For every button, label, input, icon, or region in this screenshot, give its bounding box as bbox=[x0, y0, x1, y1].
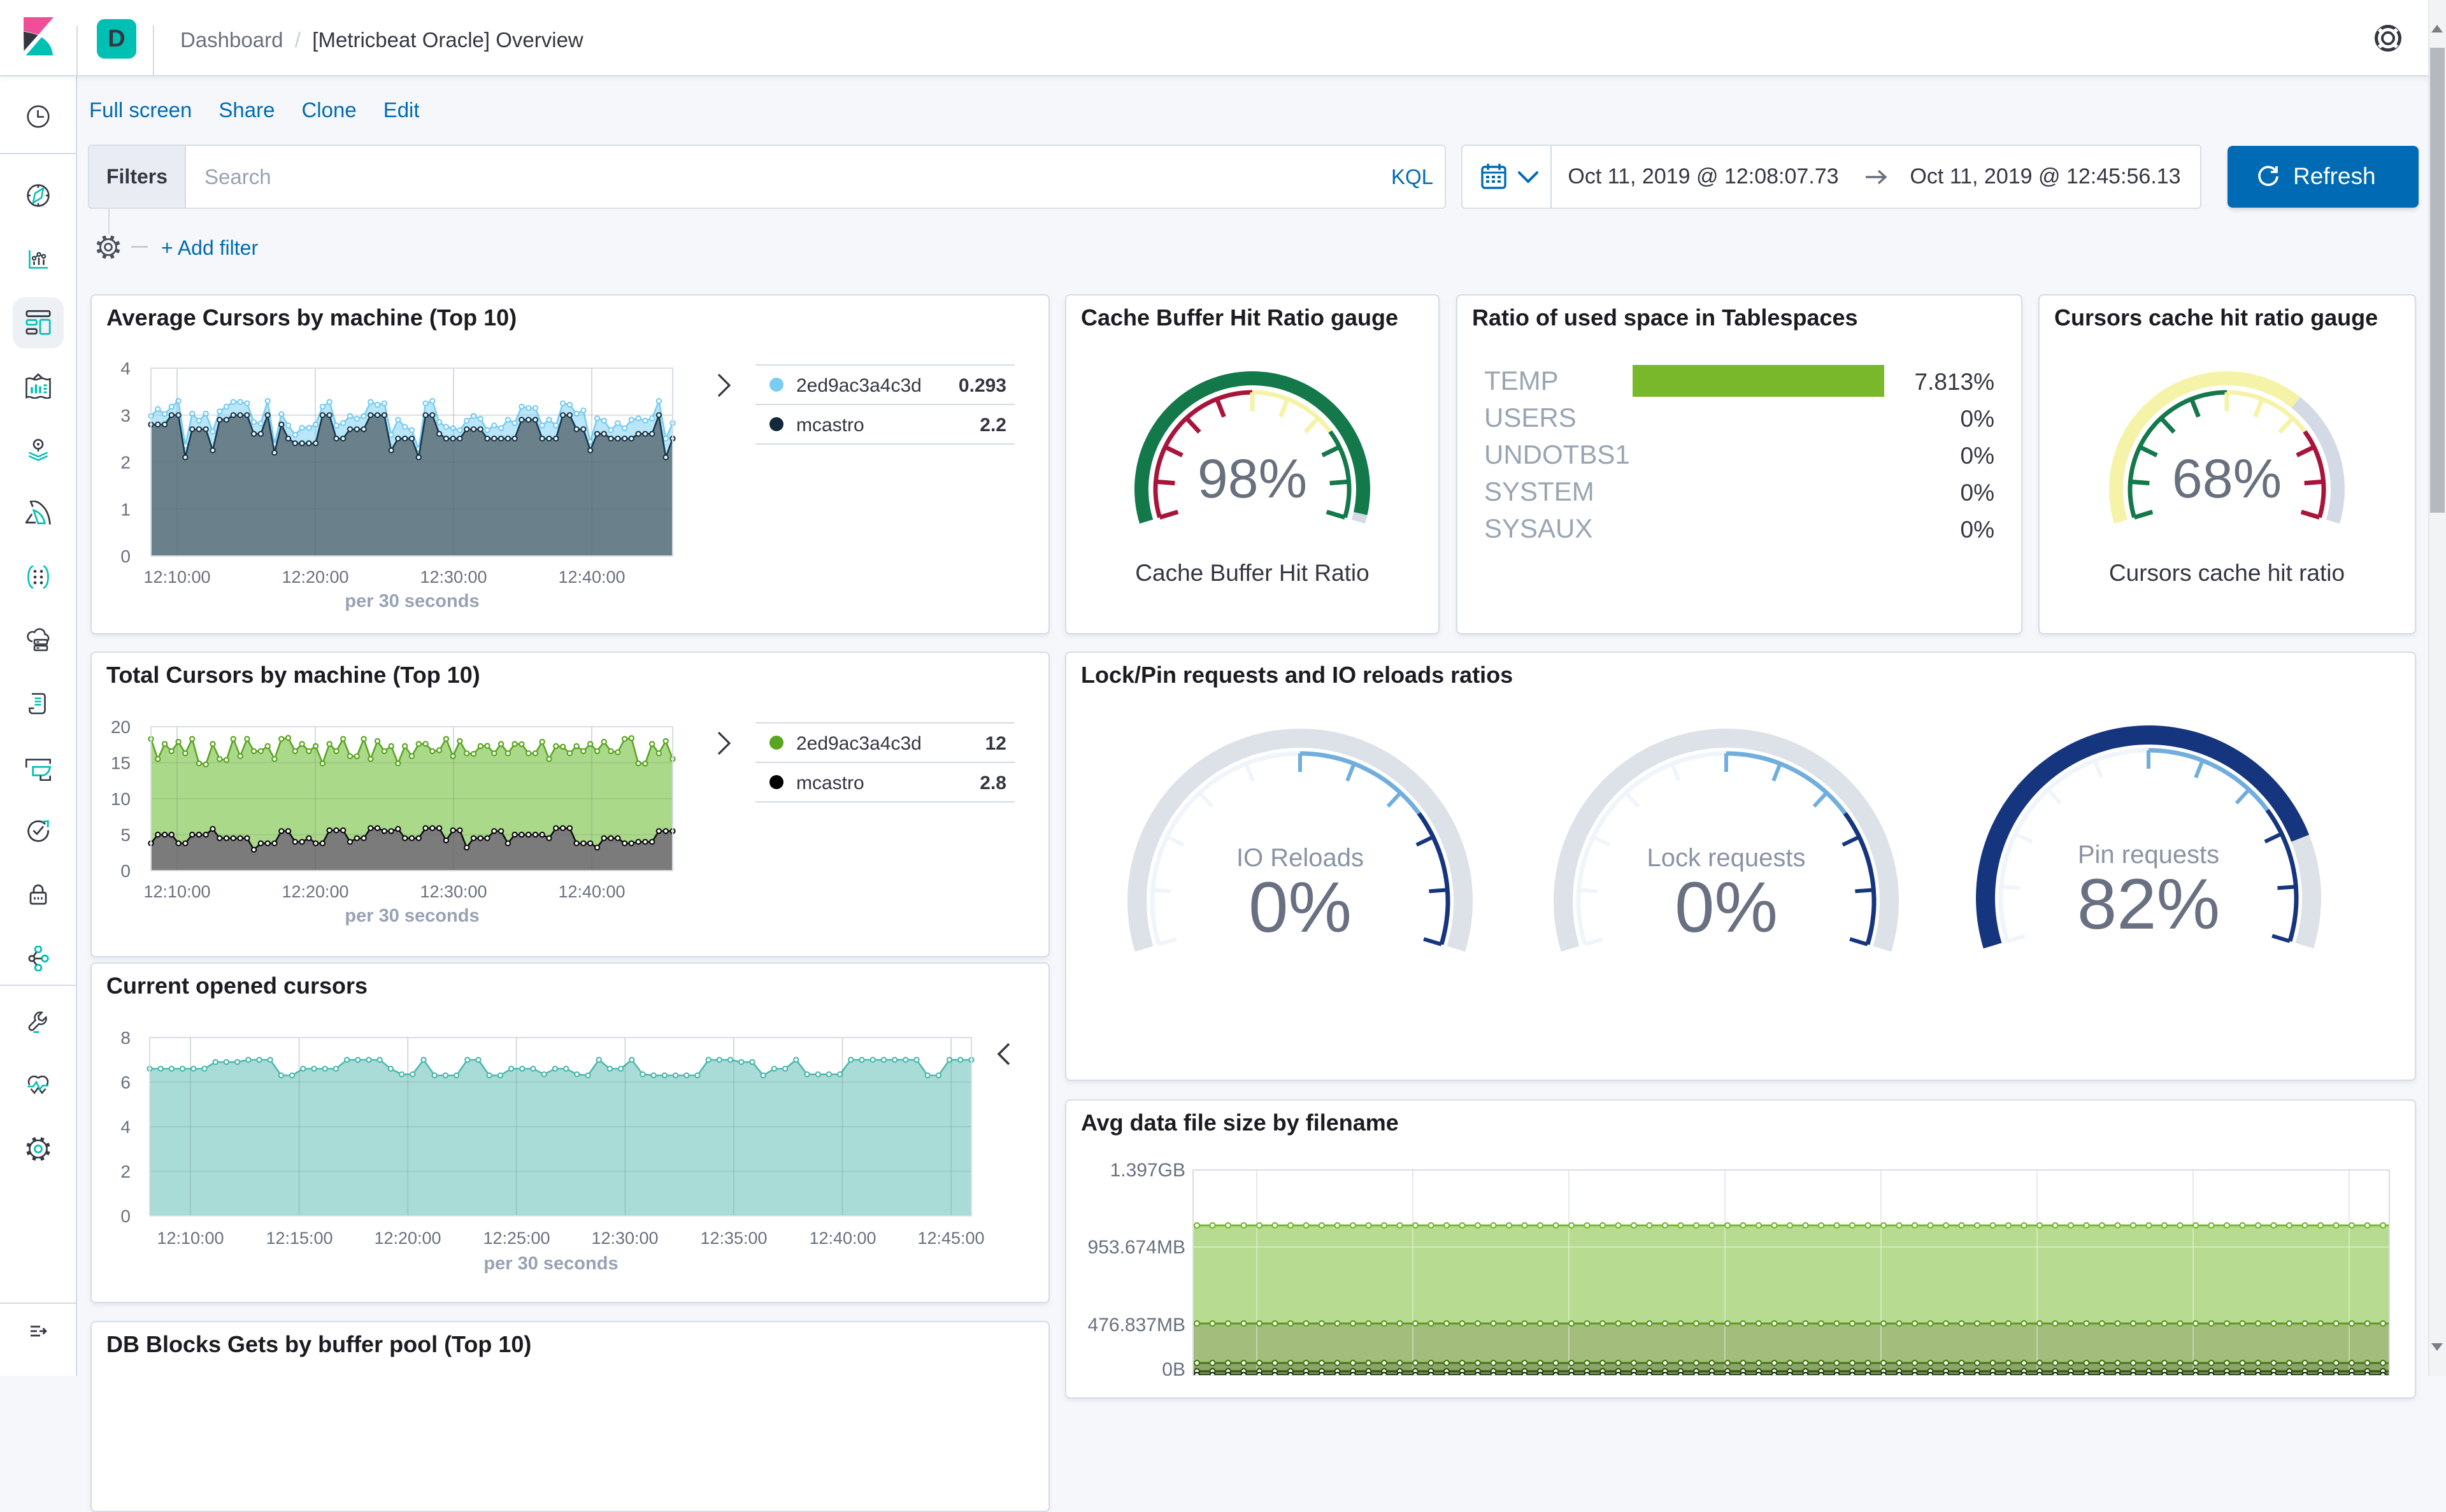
svg-text:20: 20 bbox=[111, 717, 131, 737]
svg-text:0%: 0% bbox=[1675, 867, 1778, 947]
svg-text:SYSAUX: SYSAUX bbox=[1484, 513, 1592, 543]
svg-text:0%: 0% bbox=[1961, 480, 1994, 506]
svg-text:12:20:00: 12:20:00 bbox=[374, 1229, 441, 1248]
svg-text:2ed9ac3a4c3d: 2ed9ac3a4c3d bbox=[796, 733, 922, 754]
svg-text:953.674MB: 953.674MB bbox=[1088, 1237, 1185, 1258]
svg-text:Cache Buffer Hit Ratio: Cache Buffer Hit Ratio bbox=[1135, 560, 1369, 586]
svg-text:12:40:00: 12:40:00 bbox=[809, 1229, 876, 1248]
svg-text:mcastro: mcastro bbox=[796, 415, 864, 436]
svg-text:7.813%: 7.813% bbox=[1915, 369, 1995, 395]
svg-text:68%: 68% bbox=[2172, 448, 2282, 510]
svg-text:0: 0 bbox=[120, 861, 131, 881]
svg-text:Lock requests: Lock requests bbox=[1647, 844, 1805, 872]
svg-text:12:30:00: 12:30:00 bbox=[591, 1229, 658, 1248]
svg-text:15: 15 bbox=[111, 753, 131, 773]
svg-text:4: 4 bbox=[120, 1117, 131, 1137]
svg-text:1.397GB: 1.397GB bbox=[1110, 1160, 1185, 1181]
svg-text:12:30:00: 12:30:00 bbox=[420, 567, 487, 587]
svg-text:98%: 98% bbox=[1198, 448, 1307, 510]
svg-text:UNDOTBS1: UNDOTBS1 bbox=[1484, 439, 1630, 469]
svg-text:1: 1 bbox=[120, 499, 131, 519]
svg-text:0: 0 bbox=[120, 1206, 131, 1226]
svg-text:12:15:00: 12:15:00 bbox=[266, 1229, 333, 1248]
svg-text:2.2: 2.2 bbox=[980, 415, 1006, 436]
svg-text:10: 10 bbox=[111, 789, 131, 809]
svg-text:TEMP: TEMP bbox=[1484, 366, 1559, 396]
svg-text:SYSTEM: SYSTEM bbox=[1484, 476, 1594, 506]
svg-text:2.8: 2.8 bbox=[980, 773, 1006, 794]
svg-text:per 30 seconds: per 30 seconds bbox=[345, 591, 479, 611]
svg-text:mcastro: mcastro bbox=[796, 773, 864, 794]
svg-text:0%: 0% bbox=[1961, 517, 1994, 543]
svg-text:12:20:00: 12:20:00 bbox=[282, 882, 348, 901]
svg-text:0%: 0% bbox=[1961, 406, 1994, 432]
svg-text:2: 2 bbox=[120, 1162, 131, 1181]
svg-text:12:25:00: 12:25:00 bbox=[483, 1229, 550, 1248]
svg-text:12:45:00: 12:45:00 bbox=[917, 1229, 984, 1248]
svg-text:0B: 0B bbox=[1162, 1359, 1185, 1376]
svg-text:Pin requests: Pin requests bbox=[2078, 841, 2219, 869]
svg-text:12:40:00: 12:40:00 bbox=[558, 567, 625, 587]
svg-text:12:20:00: 12:20:00 bbox=[282, 567, 348, 587]
svg-text:0: 0 bbox=[120, 546, 131, 566]
svg-text:2: 2 bbox=[120, 453, 131, 473]
svg-text:3: 3 bbox=[120, 406, 131, 425]
svg-text:12: 12 bbox=[985, 733, 1006, 754]
svg-text:5: 5 bbox=[120, 825, 131, 845]
svg-text:8: 8 bbox=[120, 1028, 131, 1048]
svg-text:12:10:00: 12:10:00 bbox=[143, 882, 210, 901]
svg-text:USERS: USERS bbox=[1484, 403, 1577, 432]
svg-text:Cursors cache hit ratio: Cursors cache hit ratio bbox=[2109, 560, 2345, 586]
svg-text:82%: 82% bbox=[2077, 864, 2220, 944]
svg-text:0%: 0% bbox=[1248, 867, 1352, 947]
svg-text:6: 6 bbox=[120, 1073, 131, 1092]
svg-text:2ed9ac3a4c3d: 2ed9ac3a4c3d bbox=[796, 375, 922, 396]
svg-text:12:30:00: 12:30:00 bbox=[420, 882, 487, 901]
svg-text:per 30 seconds: per 30 seconds bbox=[483, 1253, 618, 1274]
svg-text:12:10:00: 12:10:00 bbox=[157, 1229, 224, 1248]
svg-text:476.837MB: 476.837MB bbox=[1088, 1315, 1185, 1336]
svg-text:12:10:00: 12:10:00 bbox=[143, 567, 210, 587]
svg-text:0%: 0% bbox=[1961, 443, 1994, 469]
svg-text:12:40:00: 12:40:00 bbox=[558, 882, 625, 901]
svg-text:per 30 seconds: per 30 seconds bbox=[345, 906, 479, 926]
svg-text:12:35:00: 12:35:00 bbox=[700, 1229, 767, 1248]
svg-text:IO Reloads: IO Reloads bbox=[1236, 844, 1364, 872]
svg-text:0.293: 0.293 bbox=[959, 375, 1006, 396]
svg-text:4: 4 bbox=[120, 359, 131, 378]
